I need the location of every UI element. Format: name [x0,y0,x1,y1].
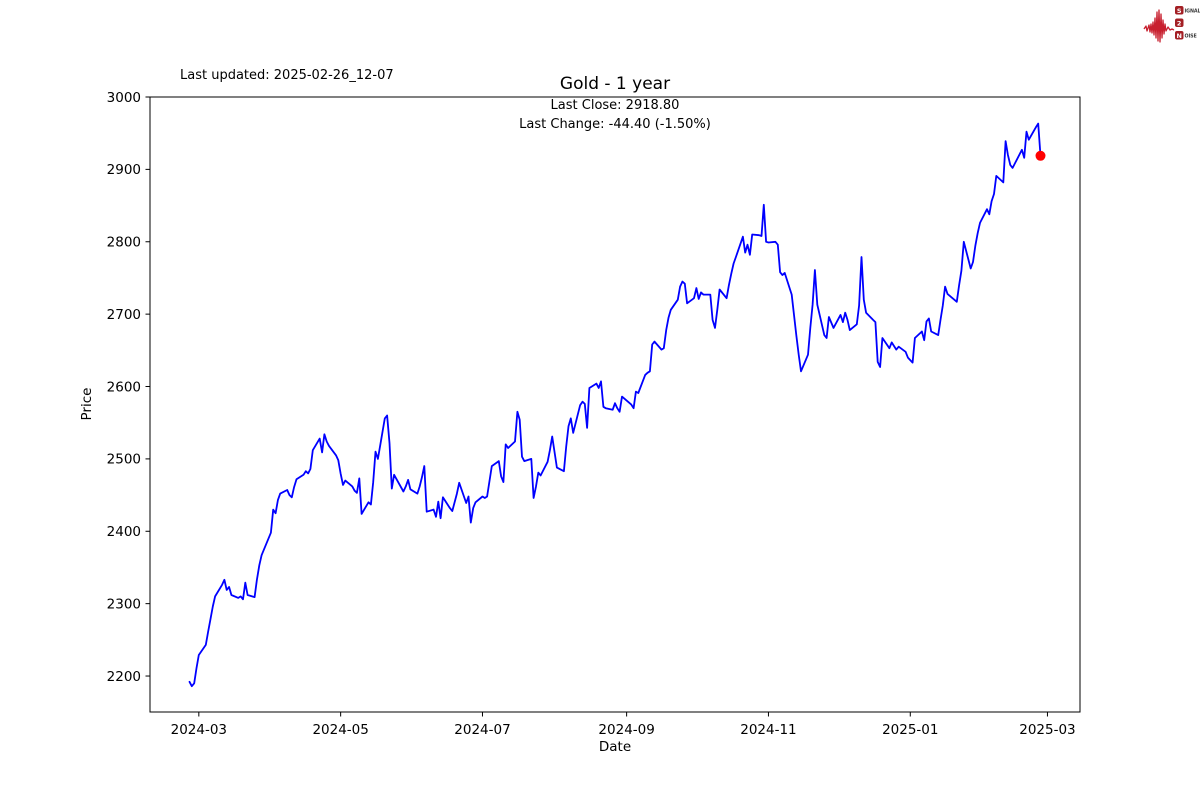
logo-badge-s-letter: S [1177,7,1182,15]
x-tick-label: 2024-11 [740,722,796,738]
last-close-marker-dot [1035,150,1046,161]
logo-badge-s [1175,6,1184,15]
x-tick-label: 2025-01 [882,722,938,738]
y-tick-label: 2200 [107,669,141,685]
signal-waveform-icon [1143,9,1175,43]
x-axis-label: Date [599,739,631,755]
x-tick-label: 2024-05 [312,722,368,738]
x-tick-label: 2024-09 [598,722,654,738]
x-tick-label: 2024-07 [454,722,510,738]
y-tick-label: 2900 [107,162,141,178]
y-tick-label: 2700 [107,307,141,323]
gold-price-line [188,122,1042,688]
logo-badge-2-letter: 2 [1177,19,1182,27]
y-tick-label: 2800 [107,235,141,251]
y-tick-label: 2400 [107,524,141,540]
y-tick-label: 3000 [107,90,141,106]
x-tick-label: 2024-03 [171,722,227,738]
chart-title: Gold - 1 year [560,74,670,94]
price-line-series [188,122,1046,688]
signal-2-noise-logo: S IGNAL 2 N OISE [1143,6,1200,43]
logo-badge-n [1175,31,1184,40]
y-tick-label: 2500 [107,452,141,468]
plot-frame [149,96,1081,713]
logo-text-oise: OISE [1185,34,1197,40]
logo-text-ignal: IGNAL [1185,9,1200,15]
x-tick-label: 2025-03 [1019,722,1075,738]
y-tick-label: 2300 [107,596,141,612]
logo-badge-n-letter: N [1176,32,1181,40]
y-tick-label: 2600 [107,379,141,395]
annotation-last-close: Last Close: 2918.80 [551,98,680,113]
y-axis-label: Price [79,388,95,421]
axes-frame: 2200 2300 2400 2500 2600 2700 2800 2900 3000 2024… [107,90,1081,738]
annotation-last-change: Last Change: -44.40 (-1.50%) [519,117,711,132]
logo-badge-2 [1175,18,1184,27]
last-updated-text: Last updated: 2025-02-26_12-07 [180,68,394,83]
